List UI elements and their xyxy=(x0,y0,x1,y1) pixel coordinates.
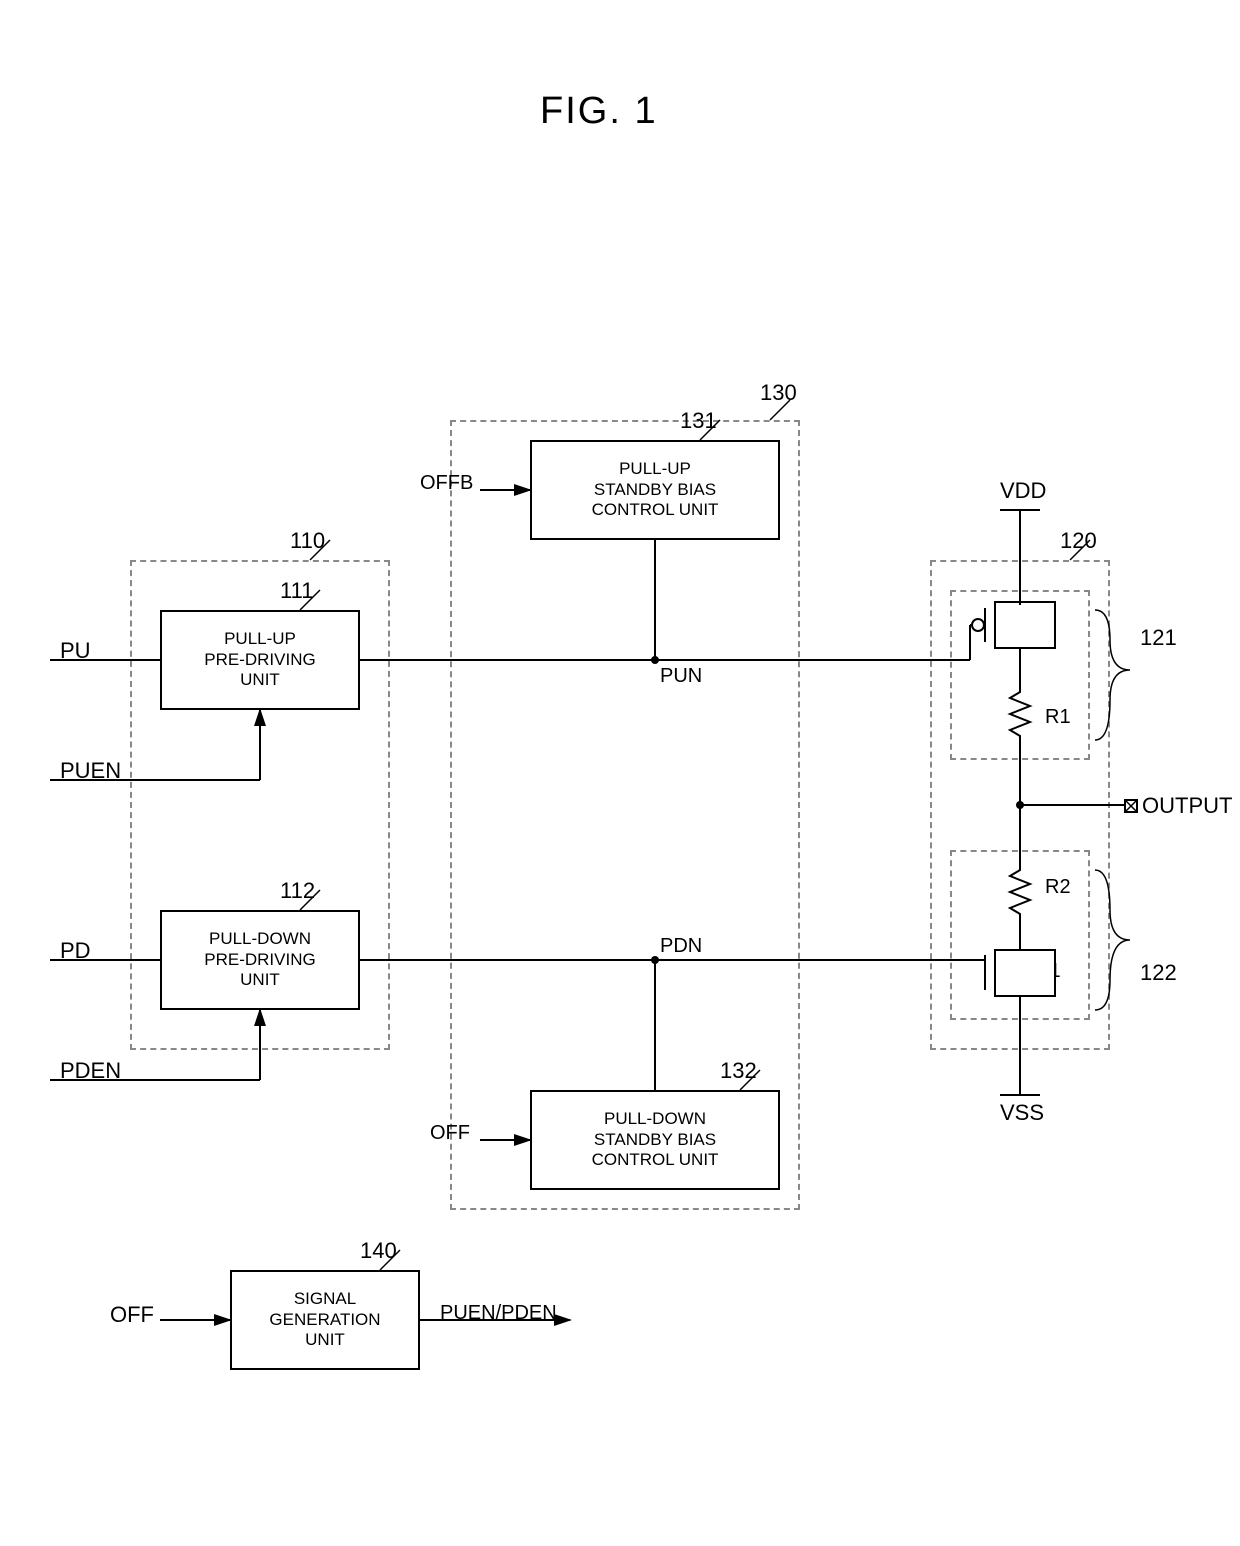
signal-pd: PD xyxy=(60,938,91,964)
signal-pdn: PDN xyxy=(660,935,702,958)
pull-down-standby-bias-control-unit: PULL-DOWN STANDBY BIAS CONTROL UNIT xyxy=(530,1090,780,1190)
ref-112: 112 xyxy=(280,878,315,904)
pull-up-pre-driving-unit: PULL-UP PRE-DRIVING UNIT xyxy=(160,610,360,710)
ref-132: 132 xyxy=(720,1058,757,1084)
ref-121: 121 xyxy=(1140,625,1177,651)
pull-down-pre-driving-unit: PULL-DOWN PRE-DRIVING UNIT xyxy=(160,910,360,1010)
signal-off2: OFF xyxy=(110,1302,154,1328)
component-n1: N1 xyxy=(1035,960,1061,983)
ref-140: 140 xyxy=(360,1238,397,1264)
signal-generation-unit: SIGNAL GENERATION UNIT xyxy=(230,1270,420,1370)
signal-puen-pden: PUEN/PDEN xyxy=(440,1302,557,1325)
block-112-label: PULL-DOWN PRE-DRIVING UNIT xyxy=(204,929,315,990)
signal-pden: PDEN xyxy=(60,1058,121,1084)
component-p1: P1 xyxy=(1030,614,1054,637)
block-140-label: SIGNAL GENERATION UNIT xyxy=(269,1289,380,1350)
ref-122: 122 xyxy=(1140,960,1177,986)
diagram-canvas: FIG. 1 110 PULL-UP PRE-DRIVING UNIT 111 … xyxy=(0,0,1240,1546)
ref-111: 111 xyxy=(280,578,313,604)
ref-110: 110 xyxy=(290,528,325,554)
signal-vdd: VDD xyxy=(1000,478,1046,504)
ref-120: 120 xyxy=(1060,528,1097,554)
block-111-label: PULL-UP PRE-DRIVING UNIT xyxy=(204,629,315,690)
group-121 xyxy=(950,590,1090,760)
block-132-label: PULL-DOWN STANDBY BIAS CONTROL UNIT xyxy=(592,1109,719,1170)
signal-pu: PU xyxy=(60,638,91,664)
block-131-label: PULL-UP STANDBY BIAS CONTROL UNIT xyxy=(592,459,719,520)
signal-pun: PUN xyxy=(660,665,702,688)
figure-title: FIG. 1 xyxy=(540,90,658,133)
signal-puen: PUEN xyxy=(60,758,121,784)
ref-130: 130 xyxy=(760,380,797,406)
ref-131: 131 xyxy=(680,408,717,434)
signal-offb: OFFB xyxy=(420,472,473,495)
signal-vss: VSS xyxy=(1000,1100,1044,1126)
pull-up-standby-bias-control-unit: PULL-UP STANDBY BIAS CONTROL UNIT xyxy=(530,440,780,540)
signal-output: OUTPUT xyxy=(1142,793,1232,819)
component-r1: R1 xyxy=(1045,706,1071,729)
signal-off: OFF xyxy=(430,1122,470,1145)
component-r2: R2 xyxy=(1045,876,1071,899)
